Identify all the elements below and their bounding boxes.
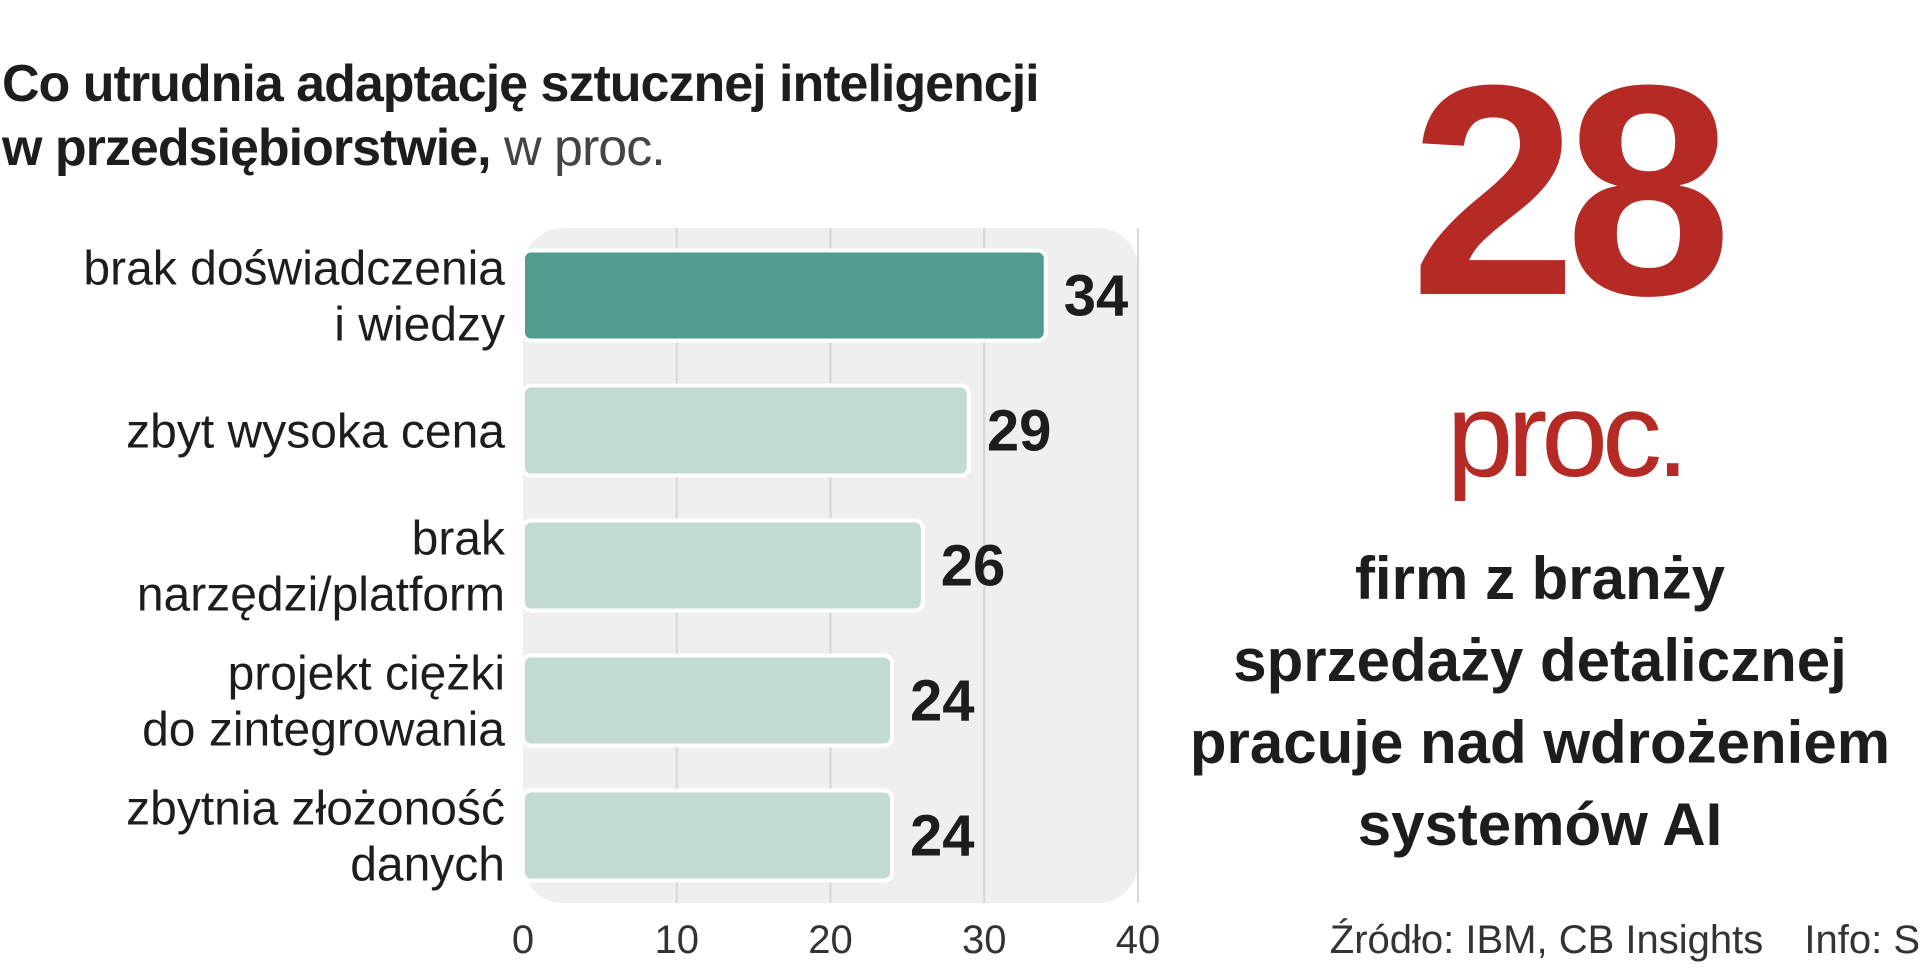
category-label: projekt ciężki do zintegrowania [142, 648, 505, 757]
category-label: zbytnia złożoność danych [126, 783, 505, 892]
category-label: brak narzędzi/platform [137, 513, 506, 622]
highlight-text-line: systemów AI [1357, 791, 1723, 858]
category-label-line: projekt ciężki [228, 648, 505, 701]
category-label-line: danych [350, 839, 505, 892]
bar-chart: 0 10 20 30 40 34 brak doświadczenia i wiedzy 29 z… [83, 228, 1160, 962]
bar [521, 788, 894, 883]
value-label: 24 [910, 669, 975, 734]
category-label: brak doświadczenia i wiedzy [83, 243, 505, 352]
highlight-text: firm z branży sprzedaży detalicznej prac… [1160, 538, 1920, 866]
value-label: 34 [1064, 264, 1129, 329]
chart-title-line2-text: w przedsiębiorstwie, [2, 119, 492, 177]
bar [521, 383, 971, 478]
bar [521, 518, 925, 613]
footer: Źródło: IBM, CB Insights Info: S [1300, 915, 1920, 965]
source-note: Źródło: IBM, CB Insights [1329, 918, 1764, 962]
category-label-line: zbyt wysoka cena [126, 406, 505, 459]
category-label-line: zbytnia złożoność [126, 783, 505, 836]
x-tick-label: 30 [962, 918, 1007, 962]
category-label-line: brak doświadczenia [83, 243, 505, 296]
chart-title-line2: w przedsiębiorstwie, w proc. [2, 116, 1142, 180]
info-note: Info: S [1804, 918, 1920, 962]
value-label: 29 [987, 399, 1052, 464]
highlight-text-line: sprzedaży detalicznej [1233, 627, 1847, 694]
value-label: 26 [941, 534, 1006, 599]
chart-title: Co utrudnia adaptację sztucznej intelige… [2, 52, 1142, 180]
bar [521, 248, 1048, 343]
x-tick-label: 10 [655, 918, 700, 962]
x-tick-label: 40 [1116, 918, 1160, 962]
value-label: 24 [910, 804, 975, 869]
x-tick-label: 20 [808, 918, 853, 962]
category-label-line: do zintegrowania [142, 704, 505, 757]
chart-title-line1: Co utrudnia adaptację sztucznej intelige… [2, 55, 1040, 113]
category-label-line: i wiedzy [334, 299, 505, 352]
bar [521, 653, 894, 748]
highlight-unit: proc. [1446, 368, 1690, 502]
highlight-number: 28 [1410, 22, 1732, 358]
highlight-text-line: pracuje nad wdrożeniem [1189, 709, 1891, 776]
category-label: zbyt wysoka cena [126, 406, 505, 459]
category-label-line: narzędzi/platform [137, 569, 505, 622]
highlight-text-line: firm z branży [1354, 545, 1726, 612]
x-tick-label: 0 [512, 918, 534, 962]
category-label-line: brak [412, 513, 506, 566]
chart-title-unit: w proc. [504, 119, 666, 177]
